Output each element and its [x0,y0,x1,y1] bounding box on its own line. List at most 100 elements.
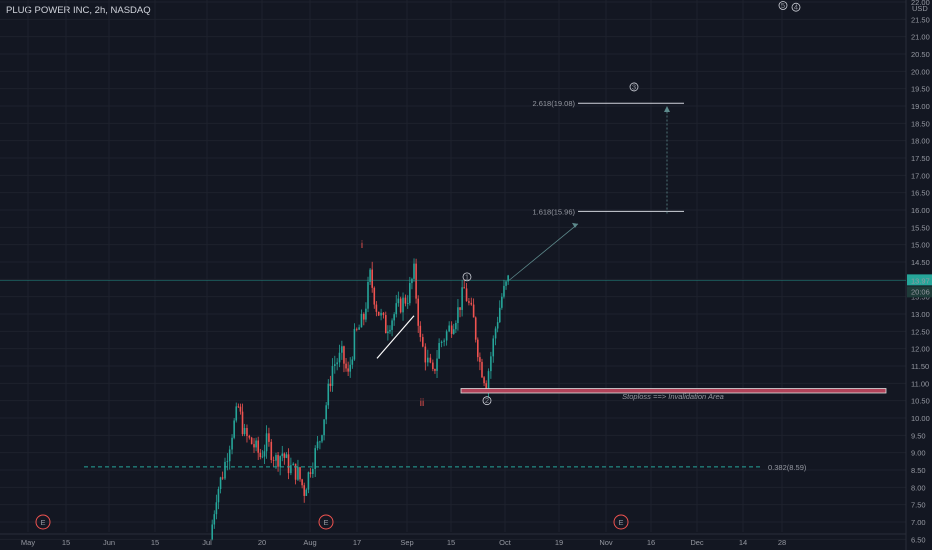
current-price-badge [907,274,932,286]
price-tick-label: 16.00 [911,206,930,215]
price-tick-label: 18.00 [911,137,930,146]
time-tick-label: 28 [778,538,786,547]
candle-body [411,278,413,284]
candle-body [215,502,218,515]
wave-label-4-circle [791,2,801,12]
candle-body [253,444,255,448]
candle-body [429,357,432,363]
candle-body [505,281,507,286]
candle-body [316,441,319,449]
candle-body [228,449,231,462]
time-tick-label: 20 [258,538,266,547]
candle-body [221,477,224,479]
fib-0382-label: 0.382(8.59) [768,463,807,472]
candle-body [299,467,301,480]
candle-body [281,453,284,457]
candle-body [272,460,275,461]
price-tick-label: 22.00 [911,0,930,7]
candle-body [402,297,404,313]
candle-body [445,331,448,341]
candle-body [468,301,470,303]
price-tick-label: 9.00 [911,449,926,458]
price-tick-label: 14.50 [911,258,930,267]
candle-body [243,428,246,435]
candle-body [498,307,501,323]
countdown-badge [907,286,932,298]
candle-body [283,453,286,458]
candle-body [353,328,356,360]
projection-arrow [508,223,579,281]
wave-label-3-circle [629,82,639,92]
candle-body [417,298,420,326]
candle-body [479,357,481,362]
candle-body [287,454,290,474]
candle-body [367,281,369,309]
candle-body [355,328,358,330]
candle-body [457,307,459,324]
candle-body [380,312,382,316]
currency-label: USD [912,4,928,13]
candle-body [237,406,240,408]
extension-arrowhead [664,106,670,112]
candle-body [351,359,354,365]
candle-body [395,303,398,315]
fib-1618-label: 1.618(15.96) [532,207,575,216]
price-tick-label: 16.50 [911,189,930,198]
candle-body [377,311,380,316]
candle-body [349,364,352,372]
candle-body [217,489,220,503]
price-tick-label: 8.00 [911,483,926,492]
candle-body [226,461,229,463]
candle-body [343,346,345,364]
time-tick-label: May [21,538,35,547]
price-tick-label: 18.50 [911,119,930,128]
candle-body [314,448,316,469]
wave-label-ii: ii [420,398,424,409]
candle-body [387,331,389,334]
earnings-marker-label: E [40,518,45,527]
candle-body [363,313,365,320]
time-tick-label: Dec [690,538,704,547]
time-tick-label: 14 [739,538,747,547]
candle-body [268,433,270,442]
price-tick-label: 17.50 [911,154,930,163]
wave-label-3: 3 [632,82,636,91]
time-tick-label: 15 [62,538,70,547]
price-tick-label: 15.00 [911,241,930,250]
candle-body [375,304,378,312]
earnings-marker [35,514,51,530]
time-tick-label: Oct [499,538,512,547]
candle-body [347,368,349,372]
candle-body [307,472,310,490]
earnings-marker-label: E [618,518,623,527]
price-tick-label: 7.00 [911,518,926,527]
price-tick-label: 19.00 [911,102,930,111]
wave-label-2: 2 [485,396,489,405]
price-tick-label: 13.00 [911,310,930,319]
candle-body [459,307,461,310]
candle-body [503,285,505,297]
earnings-marker-label: E [323,518,328,527]
earnings-marker [613,514,629,530]
candle-body [432,362,434,369]
stoploss-label: Stoploss ==> Invalidation Area [622,392,724,401]
candle-body [241,411,244,435]
time-tick-label: 15 [447,538,455,547]
candle-body [358,327,360,330]
candle-body [309,472,312,474]
candle-body [450,325,453,334]
candle-body [404,297,407,304]
candle-body [474,317,477,340]
earnings-marker [318,514,334,530]
candle-body [239,406,242,412]
candle-body [277,455,279,467]
candle-body [294,463,297,480]
candle-body [219,477,222,490]
countdown-value: 20:06 [911,287,930,296]
candle-body [382,312,385,316]
candle-body [427,357,429,363]
candle-body [312,468,314,474]
time-tick-label: Nov [599,538,613,547]
candle-body [327,383,330,406]
